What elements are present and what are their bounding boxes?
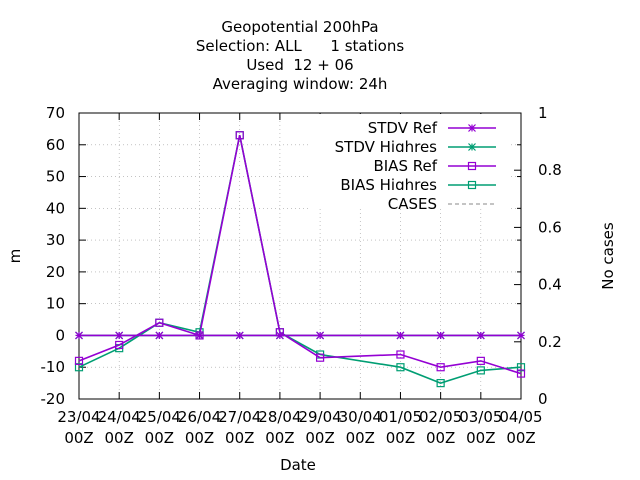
- data-point: [275, 331, 284, 340]
- y-tick-label: 40: [46, 199, 65, 217]
- y2-tick-label: 1: [538, 104, 548, 122]
- x-tick-label-date: 30/04: [339, 408, 382, 426]
- legend-entry: STDV Ref: [308, 114, 508, 137]
- y-tick-label: 60: [46, 136, 65, 154]
- y-tick-label: -10: [41, 358, 66, 376]
- legend-label: STDV Highres: [335, 138, 438, 156]
- data-point: [75, 331, 83, 340]
- y-tick-label: -20: [41, 390, 66, 408]
- title-line: Averaging window: 24h: [213, 75, 388, 93]
- x-axis-label: Date: [280, 456, 316, 474]
- data-point: [74, 363, 84, 372]
- x-tick-label-hour: 00Z: [104, 429, 133, 447]
- data-point: [316, 331, 325, 340]
- title-line: Selection: ALL 1 stations: [196, 37, 404, 55]
- x-tick-label-hour: 00Z: [64, 429, 93, 447]
- legend-entry: CASES: [308, 190, 508, 213]
- x-tick-label-date: 28/04: [258, 408, 301, 426]
- x-tick-label-hour: 00Z: [426, 429, 455, 447]
- y2-tick-label: 0.6: [538, 218, 562, 236]
- legend-label: BIAS Ref: [373, 157, 437, 175]
- legend-marker: [468, 143, 476, 151]
- series-stdv-ref: [75, 331, 525, 340]
- data-point: [476, 356, 485, 365]
- legend-entry: BIAS Highres: [308, 171, 508, 194]
- data-point: [315, 353, 325, 362]
- y-tick-label: 0: [55, 326, 65, 344]
- data-point: [115, 331, 124, 340]
- legend-marker: [468, 124, 476, 132]
- x-tick-label-date: 26/04: [178, 408, 221, 426]
- y2-axis-label: No cases: [599, 222, 617, 290]
- x-tick-label-date: 27/04: [218, 408, 261, 426]
- x-tick-label-hour: 00Z: [506, 429, 535, 447]
- y-axis-label: m: [6, 249, 24, 264]
- data-point: [436, 363, 445, 372]
- data-point: [155, 331, 164, 340]
- legend-entry: STDV Highres: [308, 133, 508, 156]
- data-point: [517, 331, 525, 340]
- x-tick-label-date: 24/04: [98, 408, 141, 426]
- y-tick-label: 10: [46, 295, 65, 313]
- x-tick-label-date: 25/04: [138, 408, 181, 426]
- y2-tick-label: 0.4: [538, 276, 562, 294]
- legend-label: CASES: [388, 195, 437, 213]
- x-tick-label-date: 23/04: [57, 408, 100, 426]
- y2-tick-label: 0.8: [538, 161, 562, 179]
- y-tick-label: 30: [46, 231, 65, 249]
- series: [74, 131, 526, 388]
- legend-marker: [467, 180, 477, 190]
- x-tick-label-hour: 00Z: [386, 429, 415, 447]
- data-point: [476, 366, 485, 375]
- x-tick-label-hour: 00Z: [346, 429, 375, 447]
- legend-entry: BIAS Ref: [308, 152, 508, 175]
- data-point: [235, 131, 244, 140]
- y2-tick-label: 0: [538, 390, 548, 408]
- data-point: [396, 350, 405, 359]
- data-point: [195, 331, 204, 340]
- data-point: [115, 340, 124, 350]
- data-point: [74, 356, 84, 365]
- y-tick-label: 20: [46, 263, 65, 281]
- y-tick-label: 70: [46, 104, 65, 122]
- title-line: Geopotential 200hPa: [221, 18, 378, 36]
- y2-tick-label: 0.2: [538, 333, 562, 351]
- title-line: Used 12 + 06: [246, 56, 353, 74]
- x-axis: 23/0400Z24/0400Z25/0400Z26/0400Z27/0400Z…: [57, 113, 543, 447]
- data-point: [476, 331, 485, 340]
- y2-axis: 0 0.2 0.4 0.6 0.8 1: [514, 104, 562, 408]
- legend-label: STDV Ref: [368, 119, 438, 137]
- x-tick-label-date: 02/05: [419, 408, 462, 426]
- x-tick-label-hour: 00Z: [265, 429, 294, 447]
- x-tick-label-hour: 00Z: [305, 429, 334, 447]
- x-tick-label-hour: 00Z: [225, 429, 254, 447]
- x-tick-label-date: 03/05: [459, 408, 502, 426]
- x-tick-label-date: 01/05: [379, 408, 422, 426]
- data-point: [235, 331, 244, 340]
- data-point: [396, 331, 405, 340]
- x-tick-label-date: 29/04: [298, 408, 341, 426]
- plot-frame: [78, 112, 522, 400]
- data-point: [436, 331, 445, 340]
- legend-marker: [467, 161, 477, 171]
- x-tick-label-hour: 00Z: [466, 429, 495, 447]
- x-tick-label-date: 04/05: [499, 408, 542, 426]
- data-point: [436, 379, 445, 388]
- data-point: [516, 369, 526, 378]
- x-tick-label-hour: 00Z: [145, 429, 174, 447]
- x-tick-label-hour: 00Z: [185, 429, 214, 447]
- legend-label: BIAS Highres: [340, 176, 437, 194]
- y-axis: -20 -10 0 10 20 30 40 50 60 70: [41, 104, 521, 408]
- data-point: [516, 363, 526, 372]
- data-point: [155, 318, 164, 327]
- y-tick-label: 50: [46, 168, 65, 186]
- data-point: [396, 363, 405, 372]
